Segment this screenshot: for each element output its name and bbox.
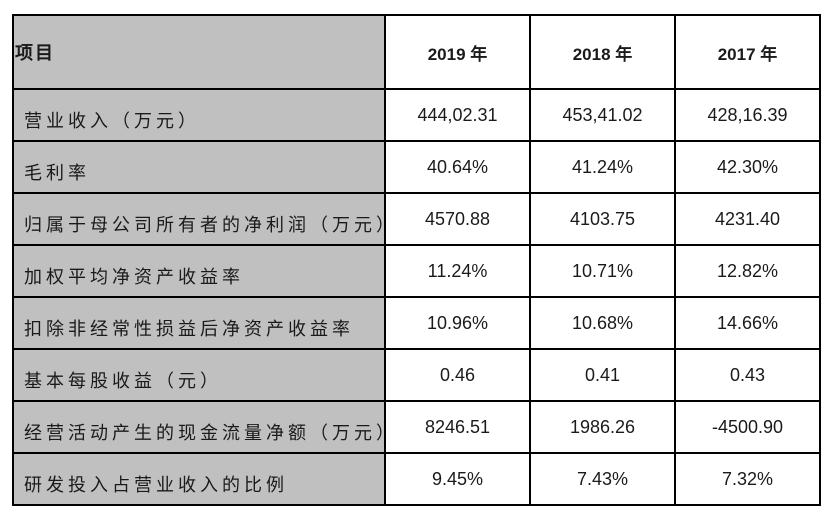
row-label: 毛利率 xyxy=(12,140,386,194)
value-cell: 8246.51 xyxy=(384,400,531,454)
value-cell: -4500.90 xyxy=(674,400,821,454)
value-cell: 7.43% xyxy=(529,452,676,506)
value-cell: 9.45% xyxy=(384,452,531,506)
value-cell: 4103.75 xyxy=(529,192,676,246)
table-row-gross-margin: 毛利率 40.64% 41.24% 42.30% xyxy=(12,140,821,194)
table-row-operating-cash-flow: 经营活动产生的现金流量净额（万元） 8246.51 1986.26 -4500.… xyxy=(12,400,821,454)
value-cell: 7.32% xyxy=(674,452,821,506)
header-year-2017: 2017 年 xyxy=(674,14,821,90)
table-row-rd-ratio: 研发投入占营业收入的比例 9.45% 7.43% 7.32% xyxy=(12,452,821,506)
row-label: 扣除非经常性损益后净资产收益率 xyxy=(12,296,386,350)
row-label: 经营活动产生的现金流量净额（万元） xyxy=(12,400,386,454)
table-row-revenue: 营业收入（万元） 444,02.31 453,41.02 428,16.39 xyxy=(12,88,821,142)
row-label: 基本每股收益（元） xyxy=(12,348,386,402)
value-cell: 40.64% xyxy=(384,140,531,194)
table-row-weighted-roe: 加权平均净资产收益率 11.24% 10.71% 12.82% xyxy=(12,244,821,298)
row-label: 研发投入占营业收入的比例 xyxy=(12,452,386,506)
value-cell: 10.96% xyxy=(384,296,531,350)
value-cell: 444,02.31 xyxy=(384,88,531,142)
table-row-eps: 基本每股收益（元） 0.46 0.41 0.43 xyxy=(12,348,821,402)
financial-summary-table: 项目 2019 年 2018 年 2017 年 营业收入（万元） 444,02.… xyxy=(12,14,821,506)
table-header-row: 项目 2019 年 2018 年 2017 年 xyxy=(12,14,821,90)
header-year-2018: 2018 年 xyxy=(529,14,676,90)
value-cell: 4231.40 xyxy=(674,192,821,246)
table-row-deducted-roe: 扣除非经常性损益后净资产收益率 10.96% 10.68% 14.66% xyxy=(12,296,821,350)
value-cell: 10.71% xyxy=(529,244,676,298)
value-cell: 0.46 xyxy=(384,348,531,402)
value-cell: 4570.88 xyxy=(384,192,531,246)
value-cell: 10.68% xyxy=(529,296,676,350)
value-cell: 0.41 xyxy=(529,348,676,402)
header-year-2019: 2019 年 xyxy=(384,14,531,90)
row-label: 归属于母公司所有者的净利润（万元） xyxy=(12,192,386,246)
value-cell: 453,41.02 xyxy=(529,88,676,142)
value-cell: 14.66% xyxy=(674,296,821,350)
value-cell: 428,16.39 xyxy=(674,88,821,142)
value-cell: 42.30% xyxy=(674,140,821,194)
row-label: 营业收入（万元） xyxy=(12,88,386,142)
value-cell: 11.24% xyxy=(384,244,531,298)
header-item-label: 项目 xyxy=(12,14,386,90)
value-cell: 12.82% xyxy=(674,244,821,298)
value-cell: 1986.26 xyxy=(529,400,676,454)
value-cell: 41.24% xyxy=(529,140,676,194)
row-label: 加权平均净资产收益率 xyxy=(12,244,386,298)
table-row-net-profit: 归属于母公司所有者的净利润（万元） 4570.88 4103.75 4231.4… xyxy=(12,192,821,246)
value-cell: 0.43 xyxy=(674,348,821,402)
